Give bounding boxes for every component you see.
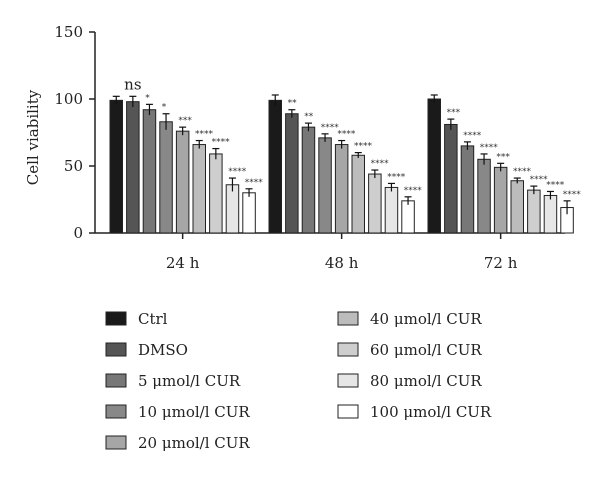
legend-label: Ctrl [138, 310, 168, 328]
significance-label: **** [195, 130, 214, 140]
bar-1-4 [159, 121, 173, 234]
bar-3-3 [460, 145, 475, 234]
significance-label: **** [245, 178, 263, 188]
legend-swatch [337, 342, 359, 357]
bar-1-7 [209, 153, 223, 234]
significance-label: **** [228, 167, 247, 177]
bar-3-5 [493, 166, 508, 234]
bar-1-9 [242, 192, 256, 234]
bar-2-7 [368, 173, 382, 234]
y-tick-label: 0 [73, 224, 83, 242]
bar-2-9 [401, 200, 415, 234]
significance-label: *** [447, 108, 461, 118]
bar-3-8 [543, 194, 558, 234]
y-tick-label: 100 [54, 90, 83, 108]
legend-swatch [337, 311, 359, 326]
bar-3-6 [510, 180, 524, 234]
significance-label: **** [212, 138, 231, 148]
significance-label: ns [124, 75, 141, 93]
significance-label: **** [463, 131, 482, 141]
legend-label: 10 μmol/l CUR [138, 403, 250, 421]
legend-swatch [337, 373, 359, 388]
legend-label: 40 μmol/l CUR [370, 310, 482, 328]
legend-label: 100 μmol/l CUR [370, 403, 492, 421]
bar-1-2 [126, 101, 140, 234]
y-tick-label: 50 [64, 157, 83, 175]
y-axis-title: Cell viability [24, 89, 42, 185]
bar-2-1 [268, 99, 282, 234]
significance-label: **** [546, 180, 565, 190]
legend-swatch [105, 373, 127, 388]
bar-3-2 [444, 123, 458, 234]
bar-3-7 [527, 189, 541, 234]
bar-1-1 [109, 99, 123, 234]
bar-2-2 [285, 113, 299, 234]
significance-label: * [145, 93, 150, 103]
bars: ns**************************************… [109, 75, 582, 234]
significance-label: **** [354, 142, 373, 152]
legend-swatch [337, 404, 359, 419]
significance-label: **** [563, 190, 582, 200]
significance-label: **** [337, 130, 356, 140]
significance-label: **** [530, 175, 549, 185]
legend-label: 20 μmol/l CUR [138, 434, 250, 452]
legend-swatch [105, 404, 127, 419]
legend-label: 80 μmol/l CUR [370, 372, 482, 390]
axes: 0 50 100 150 Cell viability 24 h 48 h 72 h [24, 23, 565, 272]
bar-2-8 [384, 186, 399, 234]
significance-label: *** [178, 116, 192, 126]
x-tick-label: 72 h [484, 254, 518, 272]
bar-3-4 [477, 158, 491, 234]
bar-3-1 [427, 98, 441, 234]
significance-label: **** [404, 186, 423, 196]
significance-label: *** [496, 152, 510, 162]
significance-label: **** [513, 167, 532, 177]
significance-label: **** [480, 143, 499, 153]
bar-2-3 [301, 126, 316, 234]
significance-label: * [162, 103, 167, 113]
legend-label: 5 μmol/l CUR [138, 372, 241, 390]
significance-label: **** [371, 159, 390, 169]
legend-label: DMSO [138, 341, 188, 359]
significance-label: ** [288, 99, 298, 109]
x-tick-label: 24 h [166, 254, 200, 272]
significance-label: **** [321, 123, 340, 133]
legend-swatch [105, 342, 127, 357]
significance-label: ** [304, 112, 314, 122]
y-tick-label: 150 [54, 23, 83, 41]
bar-1-8 [225, 184, 240, 234]
bar-2-4 [318, 137, 332, 234]
legend-label: 60 μmol/l CUR [370, 341, 482, 359]
x-tick-label: 48 h [325, 254, 359, 272]
bar-2-6 [351, 154, 365, 234]
bar-1-6 [192, 144, 206, 234]
legend: Ctrl DMSO 5 μmol/l CUR 10 μmol/l CUR 20 μmol… [105, 310, 492, 452]
bar-1-3 [142, 109, 157, 234]
bar-2-5 [334, 144, 349, 234]
legend-swatch [105, 311, 127, 326]
bar-1-5 [175, 130, 190, 234]
legend-swatch [105, 435, 127, 450]
significance-label: **** [387, 172, 406, 182]
